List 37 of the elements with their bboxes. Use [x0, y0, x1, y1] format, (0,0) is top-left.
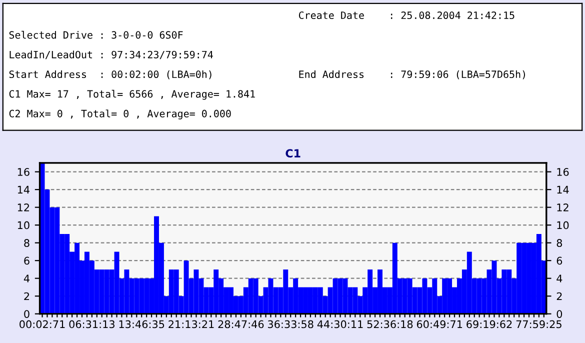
x-tick-label: 00:02:71 [20, 320, 65, 328]
y2-tick-label: 0 [556, 310, 562, 318]
y2-tick-label: 10 [557, 221, 569, 230]
y-tick-label: 4 [24, 274, 30, 282]
text: C2 Max= 0 , Total= 0 , Average= 0.000 [9, 110, 231, 120]
text: Create Date : 25.08.2004 21:42:15 [298, 11, 514, 20]
text: Start Address : 00:02:00 (LBA=0h) [9, 70, 212, 80]
text: C1 Max= 17 , Total= 6566 , Average= 1.841 [9, 90, 255, 100]
x-tick-label: 13:46:35 [119, 320, 164, 328]
x-tick-label: 60:49:71 [416, 320, 462, 328]
x-tick-label: 36:33:58 [268, 320, 314, 328]
text: LeadIn/LeadOut : 97:34:23/79:59:74 [10, 50, 213, 60]
y-tick-label: 12 [18, 204, 30, 212]
y-tick-label: 6 [24, 256, 30, 265]
x-tick-label: 77:59:25 [516, 320, 562, 328]
x-tick-label: 69:19:62 [466, 320, 512, 328]
y2-tick-label: 6 [556, 256, 562, 265]
chart-title: C1 [286, 149, 300, 158]
x-tick-label: 52:36:18 [367, 320, 413, 328]
y-tick-label: 16 [18, 168, 30, 176]
y-tick-label: 14 [18, 186, 30, 194]
y2-tick-label: 4 [556, 274, 562, 282]
y2-tick-label: 2 [556, 292, 562, 300]
y2-tick-label: 14 [557, 186, 569, 194]
text: End Address : 79:59:06 (LBA=57D65h) [299, 70, 525, 80]
y-tick-label: 0 [24, 310, 30, 318]
x-tick-label: 06:31:13 [69, 320, 114, 328]
text: Selected Drive : 3-0-0-0 6S0F [9, 30, 183, 39]
x-tick-label: 21:13:21 [168, 320, 214, 328]
y-tick-label: 2 [24, 292, 30, 300]
y2-tick-label: 16 [557, 168, 569, 176]
x-tick-label: 44:30:11 [317, 320, 363, 328]
y-tick-label: 8 [24, 239, 30, 247]
y-tick-label: 10 [18, 221, 30, 230]
x-tick-label: 28:47:46 [218, 320, 264, 328]
y2-tick-label: 8 [556, 239, 562, 247]
y2-tick-label: 12 [557, 204, 568, 212]
